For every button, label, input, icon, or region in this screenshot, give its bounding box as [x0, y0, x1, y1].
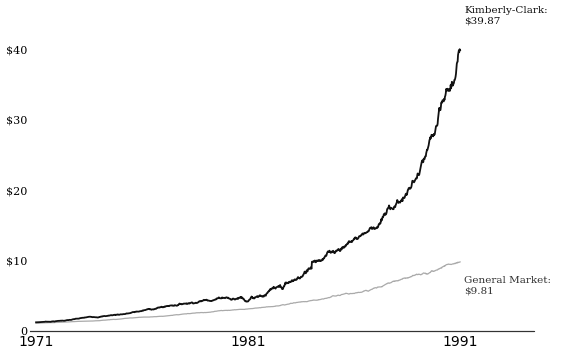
Text: Kimberly-Clark:
$39.87: Kimberly-Clark: $39.87 — [464, 6, 548, 26]
Text: General Market:
$9.81: General Market: $9.81 — [464, 276, 551, 295]
